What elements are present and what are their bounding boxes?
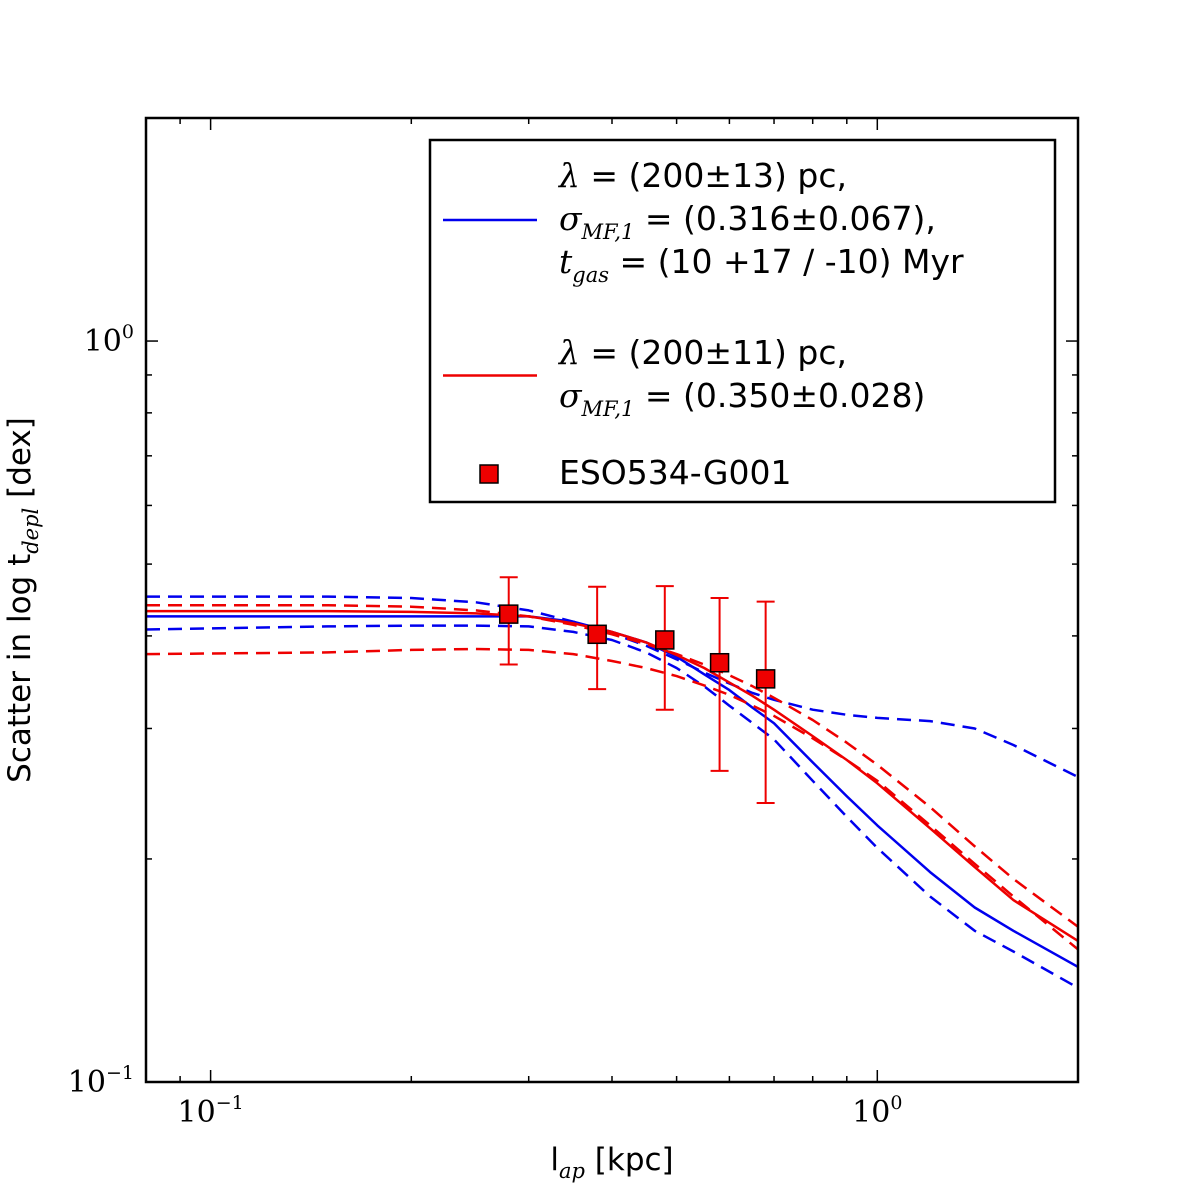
legend-subscript: MF,1 — [581, 220, 635, 244]
series-line-blue-lower — [146, 624, 1078, 989]
series-layer — [146, 595, 1078, 989]
legend-text-line: λ = (200±11) pc, — [557, 333, 847, 372]
data-point-marker — [709, 652, 730, 673]
y-tick-exponent: 0 — [122, 321, 134, 343]
legend-text-line: σMF,1 = (0.316±0.067), — [559, 199, 936, 244]
legend-text: λ — [557, 333, 580, 372]
data-point-marker — [755, 669, 776, 689]
y-tick-exponent: −1 — [106, 1062, 134, 1084]
legend-entry: λ = (200±11) pc, σMF,1 = (0.350±0.028) — [443, 333, 925, 421]
legend: λ = (200±13) pc,σMF,1 = (0.316±0.067),tg… — [428, 138, 1057, 504]
data-point-marker — [655, 630, 675, 650]
x-axis-label-main: l — [550, 1142, 559, 1178]
x-axis-label-sub: ap — [559, 1159, 585, 1183]
y-tick-base: 10 — [84, 324, 122, 359]
legend-text: = (0.350±0.028) — [634, 376, 925, 415]
axis-labels: lap [kpc] Scatter in log tdepl [dex] — [2, 417, 674, 1183]
x-tick-base: 10 — [178, 1095, 216, 1130]
legend-text-line: ESO534-G001 — [559, 453, 791, 492]
legend-text: λ — [557, 156, 580, 195]
y-axis-label-sub: depl — [19, 508, 43, 554]
x-tick-base: 10 — [852, 1095, 890, 1130]
x-tick-label: 10−1 — [178, 1092, 244, 1130]
x-axis-label: lap [kpc] — [550, 1142, 673, 1183]
legend-text: t — [559, 242, 573, 281]
series-line-red-model — [146, 609, 1078, 943]
y-tick-base: 10 — [68, 1065, 106, 1100]
legend-text: = (10 +17 / -10) Myr — [609, 242, 964, 281]
plot-frame — [144, 116, 1080, 1084]
legend-entry: λ = (200±13) pc,σMF,1 = (0.316±0.067),tg… — [443, 156, 964, 287]
series-line-blue-upper — [146, 595, 1078, 779]
data-point-marker — [498, 604, 519, 624]
y-axis-label-main: Scatter in log t — [2, 554, 38, 783]
y-axis-label: Scatter in log tdepl [dex] — [2, 417, 43, 783]
y-tick-label: 100 — [84, 321, 134, 359]
legend-entry: ESO534-G001 — [479, 453, 791, 492]
legend-subscript: gas — [572, 263, 609, 287]
series-line-blue-model — [146, 615, 1078, 968]
y-tick-label: 10−1 — [68, 1062, 134, 1100]
x-tick-label: 100 — [852, 1092, 902, 1130]
legend-text: = (0.316±0.067), — [634, 199, 935, 238]
legend-subscript: MF,1 — [581, 397, 635, 421]
legend-text-line: tgas = (10 +17 / -10) Myr — [559, 242, 964, 287]
y-axis-label-unit: [dex] — [2, 417, 38, 508]
legend-text: σ — [559, 376, 583, 415]
legend-text: σ — [559, 199, 583, 238]
legend-marker-swatch — [479, 464, 499, 484]
legend-box — [428, 138, 1057, 504]
legend-text-line: σMF,1 = (0.350±0.028) — [559, 376, 925, 421]
series-line-red-lower — [146, 647, 1078, 951]
legend-text: ESO534-G001 — [559, 453, 791, 492]
legend-text: = (200±11) pc, — [580, 333, 847, 372]
x-tick-exponent: 0 — [890, 1092, 902, 1114]
legend-text-line: λ = (200±13) pc, — [557, 156, 847, 195]
x-axis-label-unit: [kpc] — [585, 1142, 674, 1178]
data-points — [498, 576, 776, 804]
x-tick-exponent: −1 — [216, 1092, 244, 1114]
legend-text: = (200±13) pc, — [580, 156, 847, 195]
data-point-marker — [587, 624, 607, 645]
